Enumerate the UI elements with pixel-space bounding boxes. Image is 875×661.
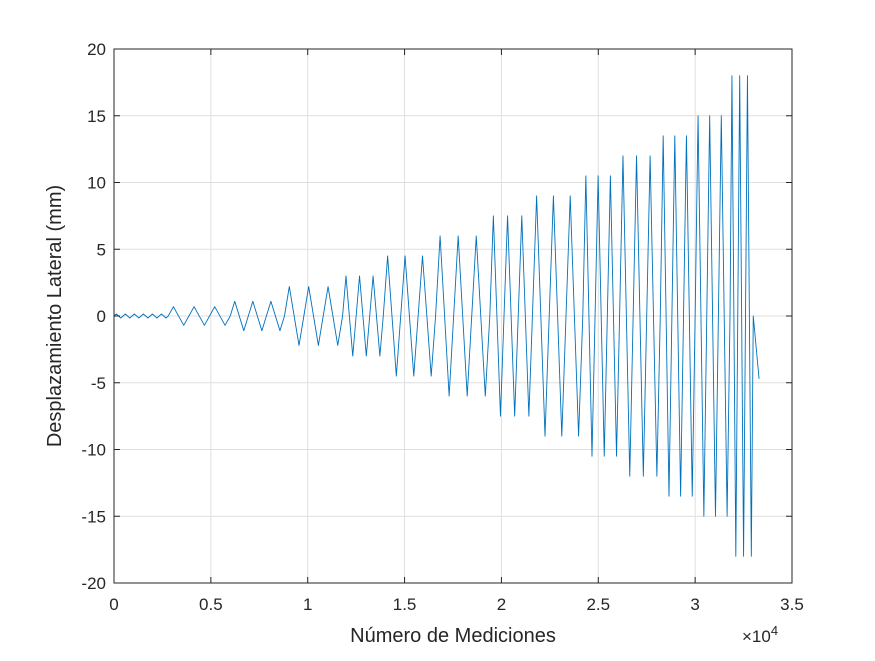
x-exponent-base: ×10 [742,627,771,646]
x-ticks [113,49,793,583]
x-axis-title: Número de Mediciones [350,625,556,647]
y-tick-label: 15 [87,107,106,126]
x-tick-label: 3 [690,595,699,614]
y-tick-label: -15 [81,507,106,526]
x-tick-label: 0.5 [199,595,223,614]
y-tick-label: -5 [91,374,106,393]
x-tick-label: 2.5 [586,595,610,614]
x-tick-labels: 0 0.5 1 1.5 2 2.5 3 3.5 [109,595,804,614]
x-tick-label: 0 [109,595,118,614]
y-tick-labels: -20 -15 -10 -5 0 5 10 15 20 [81,40,106,593]
x-tick-label: 1 [303,595,312,614]
y-tick-label: 20 [87,40,106,59]
displacement-series-line [113,75,760,557]
x-tick-label: 1.5 [393,595,417,614]
x-exponent-label: ×104 [742,623,778,646]
x-tick-label: 2 [497,595,506,614]
y-axis-title: Desplazamiento Lateral (mm) [44,185,66,447]
y-tick-label: 5 [97,240,106,259]
y-tick-label: 0 [97,307,106,326]
x-exponent-power: 4 [771,623,778,638]
y-tick-label: 10 [87,174,106,193]
y-tick-label: -20 [81,574,106,593]
x-tick-label: 3.5 [780,595,804,614]
y-tick-label: -10 [81,441,106,460]
series-group [113,75,760,557]
y-ticks [114,48,792,584]
